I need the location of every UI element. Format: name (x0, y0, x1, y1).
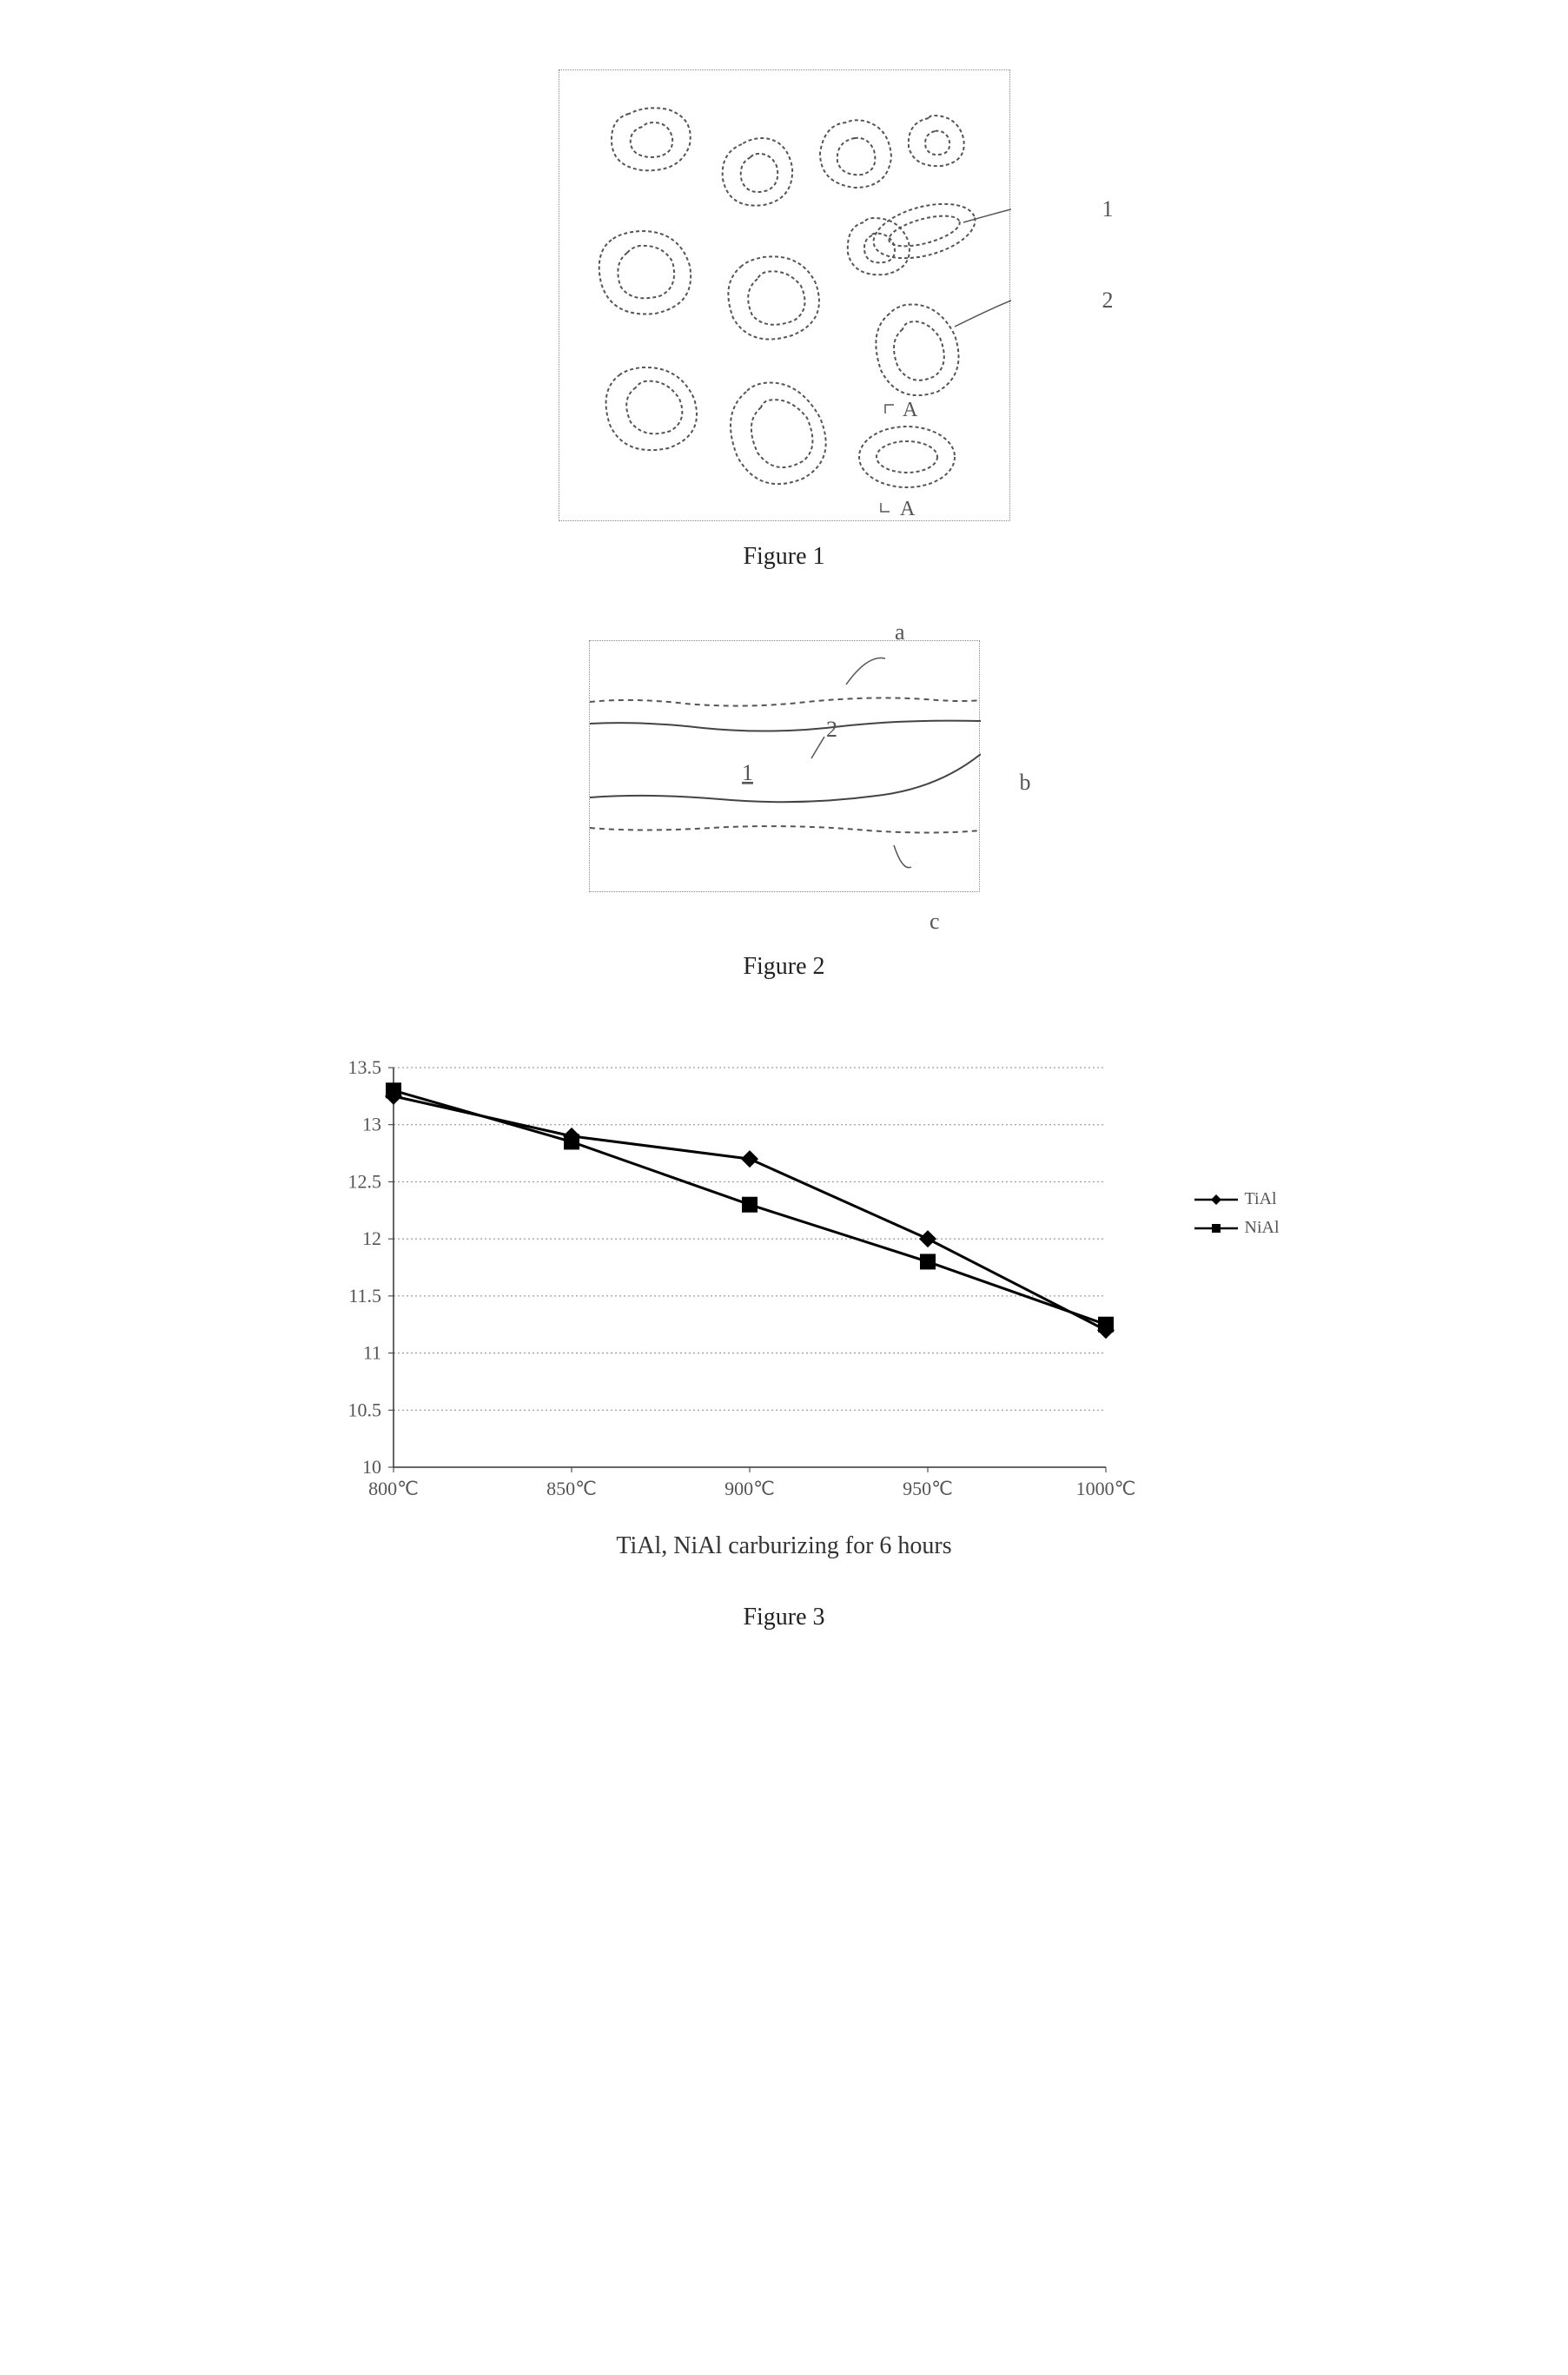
svg-text:10: 10 (362, 1456, 381, 1478)
legend-item-nial: NiAl (1194, 1218, 1280, 1238)
figure-1-section: A A 1 2 Figure 1 (559, 69, 1010, 571)
page-container: A A 1 2 Figure 1 (0, 69, 1568, 1701)
figure-2-label-b: b (1020, 770, 1031, 796)
chart-title: TiAl, NiAl carburizing for 6 hours (616, 1532, 951, 1560)
svg-text:2: 2 (826, 717, 837, 742)
svg-text:13.5: 13.5 (347, 1056, 381, 1078)
chart-legend: TiAl NiAl (1194, 1189, 1280, 1247)
figure-2-section: 1 2 a b c Figure 2 (524, 640, 1045, 981)
svg-text:12.5: 12.5 (347, 1170, 381, 1192)
figure-2-svg: 1 2 (590, 641, 981, 893)
figure-2-container: 1 2 a b c (524, 640, 1045, 892)
figure-1-diagram: A A 1 2 (559, 69, 1010, 521)
legend-label-tial: TiAl (1245, 1189, 1277, 1209)
figure-1-label-1: 1 (1102, 196, 1114, 222)
svg-text:900℃: 900℃ (724, 1478, 775, 1499)
svg-text:800℃: 800℃ (368, 1478, 419, 1499)
svg-text:A: A (903, 399, 918, 421)
figure-1-label-2: 2 (1102, 288, 1114, 314)
svg-text:12: 12 (362, 1227, 381, 1249)
legend-label-nial: NiAl (1245, 1218, 1280, 1238)
svg-text:850℃: 850℃ (546, 1478, 597, 1499)
svg-text:1000℃: 1000℃ (1075, 1478, 1135, 1499)
line-chart: 10 10.5 11 11.5 12 12.5 13 13.5 800℃ 850℃ 900℃ 950℃… (307, 1050, 1262, 1519)
figure-2-label-a: a (895, 619, 905, 645)
svg-text:11.5: 11.5 (348, 1285, 381, 1307)
chart-container: 10 10.5 11 11.5 12 12.5 13 13.5 800℃ 850℃ 900℃ 950℃… (307, 1050, 1262, 1519)
figure-2-diagram: 1 2 a b c (589, 640, 980, 892)
svg-text:11: 11 (362, 1342, 380, 1364)
figure-3-section: 10 10.5 11 11.5 12 12.5 13 13.5 800℃ 850℃ 900℃ 950℃… (307, 1050, 1262, 1631)
svg-text:10.5: 10.5 (347, 1399, 381, 1420)
figure-1-caption: Figure 1 (743, 543, 824, 571)
svg-text:1: 1 (742, 760, 753, 785)
figure-2-caption: Figure 2 (743, 953, 824, 981)
legend-item-tial: TiAl (1194, 1189, 1280, 1209)
svg-text:950℃: 950℃ (903, 1478, 953, 1499)
svg-text:13: 13 (362, 1114, 381, 1135)
figure-1-svg: A A (559, 70, 1011, 522)
figure-2-label-c: c (930, 909, 940, 935)
figure-3-caption: Figure 3 (743, 1604, 824, 1631)
svg-text:A: A (900, 498, 916, 520)
